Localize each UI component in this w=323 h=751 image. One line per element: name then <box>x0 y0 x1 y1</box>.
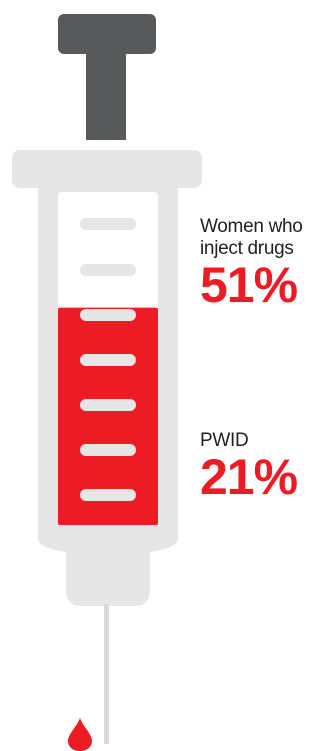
needle <box>104 604 109 744</box>
graduation-mark <box>80 399 136 411</box>
stat-pwid: PWID 21% <box>200 430 298 505</box>
blood-drop-icon <box>68 718 92 751</box>
stat-women-who-inject-drugs: Women who inject drugs 51% <box>200 216 323 310</box>
graduation-mark-top <box>80 218 136 230</box>
stat-value-pwid: 21% <box>200 449 298 505</box>
stat-label-pwid: PWID <box>200 430 249 451</box>
graduation-mark <box>80 309 136 321</box>
graduation-marks <box>80 264 136 501</box>
finger-flange <box>12 150 202 188</box>
stat-value-women: 51% <box>200 257 298 313</box>
barrel-neck <box>38 525 178 606</box>
plunger-cap <box>58 14 156 54</box>
stat-label-women: Women who inject drugs <box>200 216 303 259</box>
graduation-mark <box>80 489 136 501</box>
plunger-rod <box>86 52 126 140</box>
graduation-mark <box>80 354 136 366</box>
graduation-mark <box>80 264 136 276</box>
graduation-mark <box>80 444 136 456</box>
